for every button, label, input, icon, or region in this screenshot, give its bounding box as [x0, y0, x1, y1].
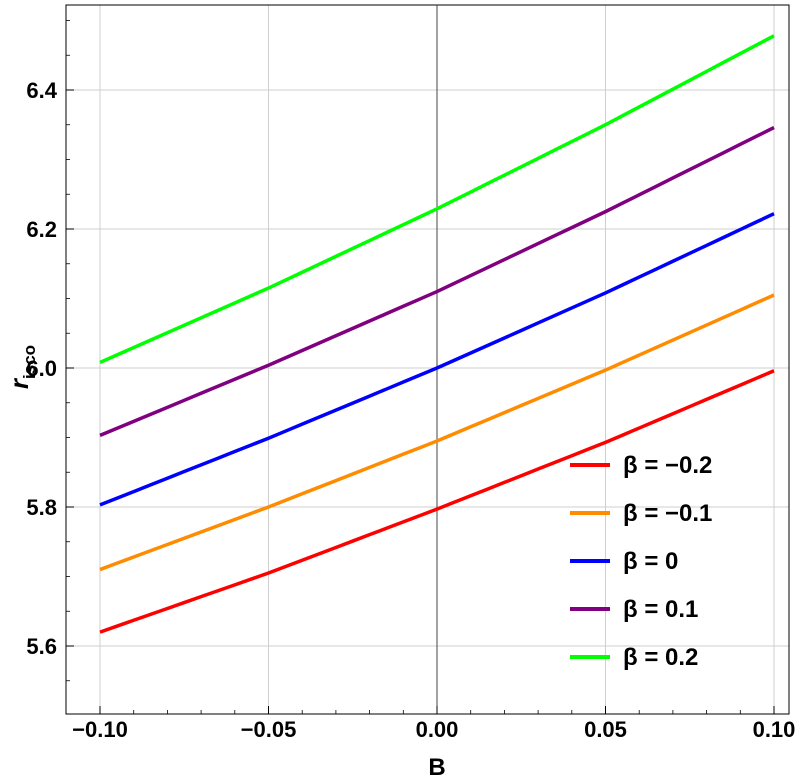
- y-tick-label: 6.4: [26, 78, 57, 103]
- series-lines: [99, 34, 775, 634]
- plot-border: [65, 4, 790, 715]
- y-tick-label: 5.6: [26, 634, 57, 659]
- x-axis-title: B: [428, 754, 445, 781]
- legend-label: β = −0.1: [623, 500, 712, 527]
- y-axis-ticks: 5.6 5.8 6.0 6.2 6.4: [26, 20, 74, 682]
- y-axis-title-main: r: [4, 377, 34, 389]
- series-line: [99, 212, 775, 507]
- x-axis-ticks: −0.10 −0.05 0.00 0.05 0.10: [72, 706, 795, 742]
- x-tick-label: 0.05: [584, 717, 627, 742]
- legend-label: β = 0.2: [623, 644, 698, 671]
- x-tick-label: −0.10: [72, 717, 128, 742]
- series-line: [99, 34, 775, 365]
- y-tick-label: 5.8: [26, 495, 57, 520]
- y-axis-title-sub: isco: [20, 345, 39, 379]
- plot-frame: [65, 4, 790, 715]
- y-tick-label: 6.2: [26, 217, 57, 242]
- y-tick-label: 6.0: [26, 356, 57, 381]
- legend-label: β = −0.2: [623, 452, 712, 479]
- x-tick-label: −0.05: [241, 717, 297, 742]
- series-line: [99, 369, 775, 634]
- x-tick-label: 0.00: [416, 717, 459, 742]
- series-line: [99, 293, 775, 572]
- x-tick-label: 0.10: [753, 717, 796, 742]
- series-line: [99, 125, 775, 438]
- legend: β = −0.2 β = −0.1 β = 0 β = 0.1 β = 0.2: [570, 452, 712, 671]
- legend-label: β = 0: [623, 548, 678, 575]
- y-axis-title: risco: [4, 345, 39, 389]
- legend-label: β = 0.1: [623, 596, 698, 623]
